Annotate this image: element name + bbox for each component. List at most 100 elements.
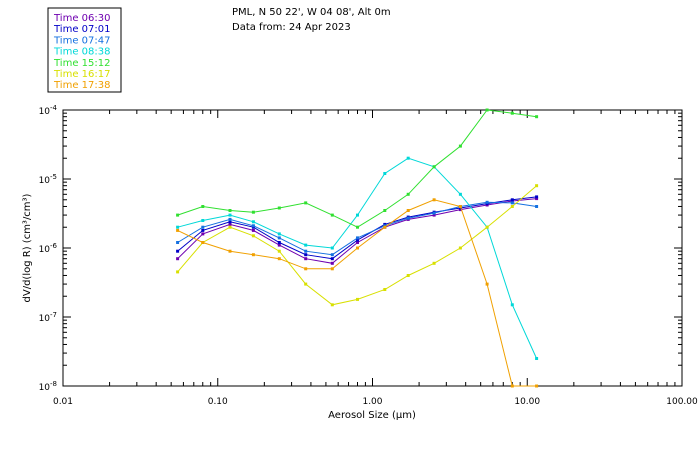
data-point [510, 303, 514, 307]
x-axis-ticks: 0.01 0.10 1.00 10.00 100.00 [53, 110, 698, 407]
data-point [535, 195, 539, 199]
data-point [485, 108, 489, 112]
data-point [304, 243, 308, 247]
data-point [432, 261, 436, 265]
data-point [251, 253, 255, 257]
data-point [383, 288, 387, 291]
series-5 [176, 108, 539, 229]
data-point [356, 246, 359, 250]
data-point [406, 274, 410, 277]
data-point [510, 201, 514, 205]
chart-subtitle: Data from: 24 Apr 2023 [232, 22, 351, 33]
y-tick-label: 10-4 [39, 104, 58, 117]
data-point [176, 270, 180, 274]
data-point [406, 209, 410, 212]
legend-box [47, 7, 122, 93]
series-line [177, 157, 538, 359]
data-point [176, 241, 180, 244]
y-tick-label: 10-8 [39, 380, 57, 393]
data-point [277, 236, 281, 240]
data-point [251, 224, 255, 228]
data-point [458, 246, 462, 250]
data-point [228, 213, 232, 217]
series-1 [176, 197, 539, 265]
data-point [510, 111, 514, 115]
data-point [356, 225, 359, 229]
y-axis-title: dV/d(log R) (cm³/cm³) [22, 193, 33, 302]
data-point [356, 213, 359, 217]
data-point [201, 219, 205, 222]
data-point [277, 257, 281, 261]
data-point [277, 249, 281, 253]
data-point [535, 384, 539, 388]
data-point [432, 165, 436, 169]
x-tick-label: 1.00 [362, 397, 382, 407]
data-point [432, 213, 436, 217]
data-point [304, 249, 308, 253]
data-point [356, 297, 359, 301]
data-point [383, 209, 387, 212]
data-point [535, 357, 539, 360]
y-axis-ticks: 10-4 10-5 10-6 10-7 10-8 [39, 104, 682, 393]
data-point [176, 213, 180, 217]
data-point [228, 220, 232, 224]
data-point [330, 213, 334, 217]
data-point [176, 249, 180, 253]
data-point [510, 198, 514, 202]
data-point [176, 228, 180, 232]
data-point [458, 144, 462, 148]
data-point [304, 201, 308, 205]
data-point [535, 205, 539, 208]
legend-entry: Time 06:30 [53, 13, 110, 24]
data-point [510, 205, 514, 208]
data-point [406, 192, 410, 196]
x-tick-label: 10.00 [514, 397, 540, 407]
data-point [485, 225, 489, 229]
data-point [201, 241, 205, 244]
data-point [304, 282, 308, 286]
data-point [535, 184, 539, 188]
data-point [383, 172, 387, 175]
data-point [510, 384, 514, 388]
y-tick-label: 10-6 [39, 242, 58, 255]
series-layer [176, 108, 539, 388]
data-point [304, 267, 308, 271]
legend-entry: Time 15:12 [53, 58, 110, 69]
legend-entry: Time 07:47 [53, 35, 110, 46]
series-line [177, 185, 537, 306]
x-axis-title: Aerosol Size (μm) [328, 410, 416, 421]
data-point [201, 232, 205, 236]
data-point [330, 246, 334, 250]
data-point [251, 228, 255, 232]
series-4 [176, 156, 539, 360]
data-point [383, 225, 387, 229]
y-tick-label: 10-7 [39, 311, 57, 324]
data-point [535, 115, 539, 119]
data-point [228, 222, 232, 226]
data-point [458, 192, 462, 196]
data-point [251, 210, 255, 214]
data-point [228, 249, 232, 253]
legend-entry: Time 16:17 [53, 69, 110, 80]
data-point [201, 225, 205, 229]
plot-area [62, 109, 683, 387]
data-point [176, 225, 180, 229]
series-6 [176, 184, 539, 307]
data-point [277, 206, 281, 210]
data-point [485, 200, 489, 204]
data-point [277, 232, 281, 236]
data-point [356, 236, 359, 240]
x-tick-label: 0.01 [53, 397, 73, 407]
data-point [201, 228, 205, 232]
data-point [356, 238, 359, 242]
data-point [535, 197, 539, 201]
chart-title: PML, N 50 22', W 04 08', Alt 0m [232, 7, 391, 18]
data-point [251, 220, 255, 224]
data-point [356, 241, 359, 244]
data-point [330, 261, 334, 265]
x-tick-label: 0.10 [208, 397, 228, 407]
data-point [432, 198, 436, 202]
data-point [458, 205, 462, 208]
